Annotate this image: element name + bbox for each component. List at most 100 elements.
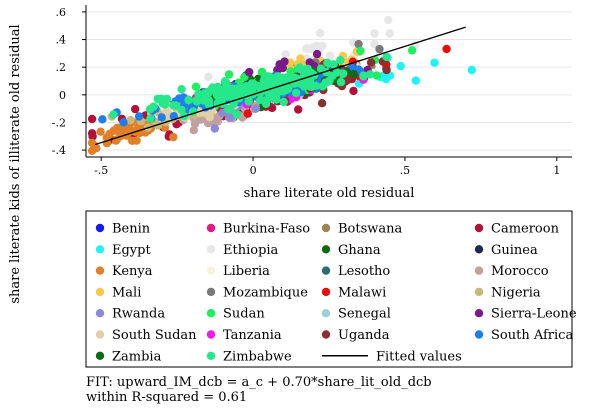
legend-label: Nigeria <box>491 285 541 300</box>
legend-item: Nigeria <box>474 285 541 300</box>
data-point <box>98 115 107 124</box>
data-point <box>177 85 186 94</box>
data-point <box>302 44 311 53</box>
data-point <box>312 49 322 59</box>
legend-swatch <box>474 287 484 297</box>
data-point <box>232 110 242 119</box>
data-point <box>315 29 325 38</box>
data-point <box>243 109 252 118</box>
data-point <box>318 82 327 91</box>
data-point <box>366 58 376 67</box>
legend-label: Senegal <box>338 307 391 322</box>
legend-label: South Sudan <box>112 328 197 343</box>
legend-item: Liberia <box>206 264 270 279</box>
data-point <box>251 104 261 113</box>
data-point <box>189 126 198 135</box>
x-tick-label: 1 <box>553 164 560 177</box>
y-tick-label: .6 <box>56 6 67 19</box>
data-point <box>266 72 275 82</box>
legend-item: Mali <box>95 285 141 300</box>
data-point <box>194 89 203 99</box>
legend-item: Zambia <box>95 349 162 364</box>
legend-item: Sierra-Leone <box>474 307 577 322</box>
y-axis-label: share literate kids of illiterate old re… <box>8 24 23 303</box>
legend-swatch <box>321 287 331 297</box>
data-point <box>191 82 201 91</box>
legend-swatch <box>474 266 484 275</box>
data-point <box>126 115 135 125</box>
data-point <box>224 70 234 79</box>
legend-label: Tanzania <box>223 328 282 343</box>
legend-swatch <box>474 309 484 318</box>
data-point <box>253 81 262 91</box>
legend-label: Burkina-Faso <box>223 222 310 237</box>
legend-label: Mozambique <box>223 285 308 300</box>
legend-label: Mali <box>112 285 141 300</box>
x-tick-label: 0 <box>250 164 257 177</box>
data-point <box>213 82 222 92</box>
legend-item: South Sudan <box>95 328 197 343</box>
data-point <box>385 29 394 38</box>
x-axis-label: share literate old residual <box>244 186 415 201</box>
legend-item: Egypt <box>95 243 151 258</box>
data-point <box>153 94 162 104</box>
data-point <box>375 44 384 54</box>
legend-swatch <box>95 309 105 318</box>
fitted-line <box>94 26 466 146</box>
data-point <box>317 99 327 108</box>
legend-item: South Africa <box>474 328 573 343</box>
y-tick-label: -.4 <box>52 144 66 157</box>
data-point <box>411 76 421 85</box>
y-tick-label: .4 <box>56 34 67 47</box>
data-point <box>396 61 405 71</box>
legend-label: Lesotho <box>338 264 390 279</box>
data-point <box>160 100 170 109</box>
data-point <box>312 41 321 51</box>
data-point <box>356 46 365 56</box>
legend-item: Kenya <box>95 264 153 279</box>
data-point <box>157 113 166 122</box>
data-point <box>316 64 326 73</box>
legend-label: Sierra-Leone <box>491 307 577 322</box>
data-point <box>325 51 335 60</box>
data-point <box>328 71 337 81</box>
y-tick-label: 0 <box>59 89 66 102</box>
data-point <box>255 88 265 98</box>
data-point <box>131 104 140 114</box>
legend-swatch <box>95 266 105 275</box>
legend-label: Morocco <box>491 264 549 279</box>
data-point <box>171 101 181 110</box>
data-point <box>226 113 235 122</box>
data-point <box>283 73 292 82</box>
legend-label: Benin <box>112 222 151 237</box>
data-point <box>349 69 358 79</box>
legend-swatch <box>95 351 105 360</box>
legend-swatch <box>206 330 216 339</box>
legend-item: Guinea <box>474 243 538 258</box>
data-point <box>169 132 178 142</box>
data-point <box>145 105 155 114</box>
x-tick-label: .5 <box>400 164 411 177</box>
data-point <box>184 95 193 105</box>
data-point <box>329 60 338 69</box>
data-point <box>382 52 391 62</box>
data-point <box>192 97 201 106</box>
legend-item: Ghana <box>321 243 381 258</box>
legend-item: Morocco <box>474 264 549 279</box>
legend-item: Benin <box>95 222 151 237</box>
data-point <box>349 86 358 96</box>
legend-swatch <box>95 287 105 297</box>
legend-item: Sudan <box>206 307 265 322</box>
data-point <box>407 46 417 55</box>
data-point <box>245 67 254 77</box>
legend-item: Cameroon <box>474 222 560 237</box>
data-point <box>305 58 314 67</box>
data-point <box>272 90 281 99</box>
data-point <box>204 72 213 82</box>
x-tick-label: -.5 <box>94 164 108 177</box>
legend-swatch <box>95 223 105 233</box>
legend-swatch <box>474 223 484 233</box>
data-point <box>294 105 303 114</box>
fit-equation-note: FIT: upward_IM_dcb = a_c + 0.70*share_li… <box>86 375 432 390</box>
legend-swatch <box>474 245 484 254</box>
